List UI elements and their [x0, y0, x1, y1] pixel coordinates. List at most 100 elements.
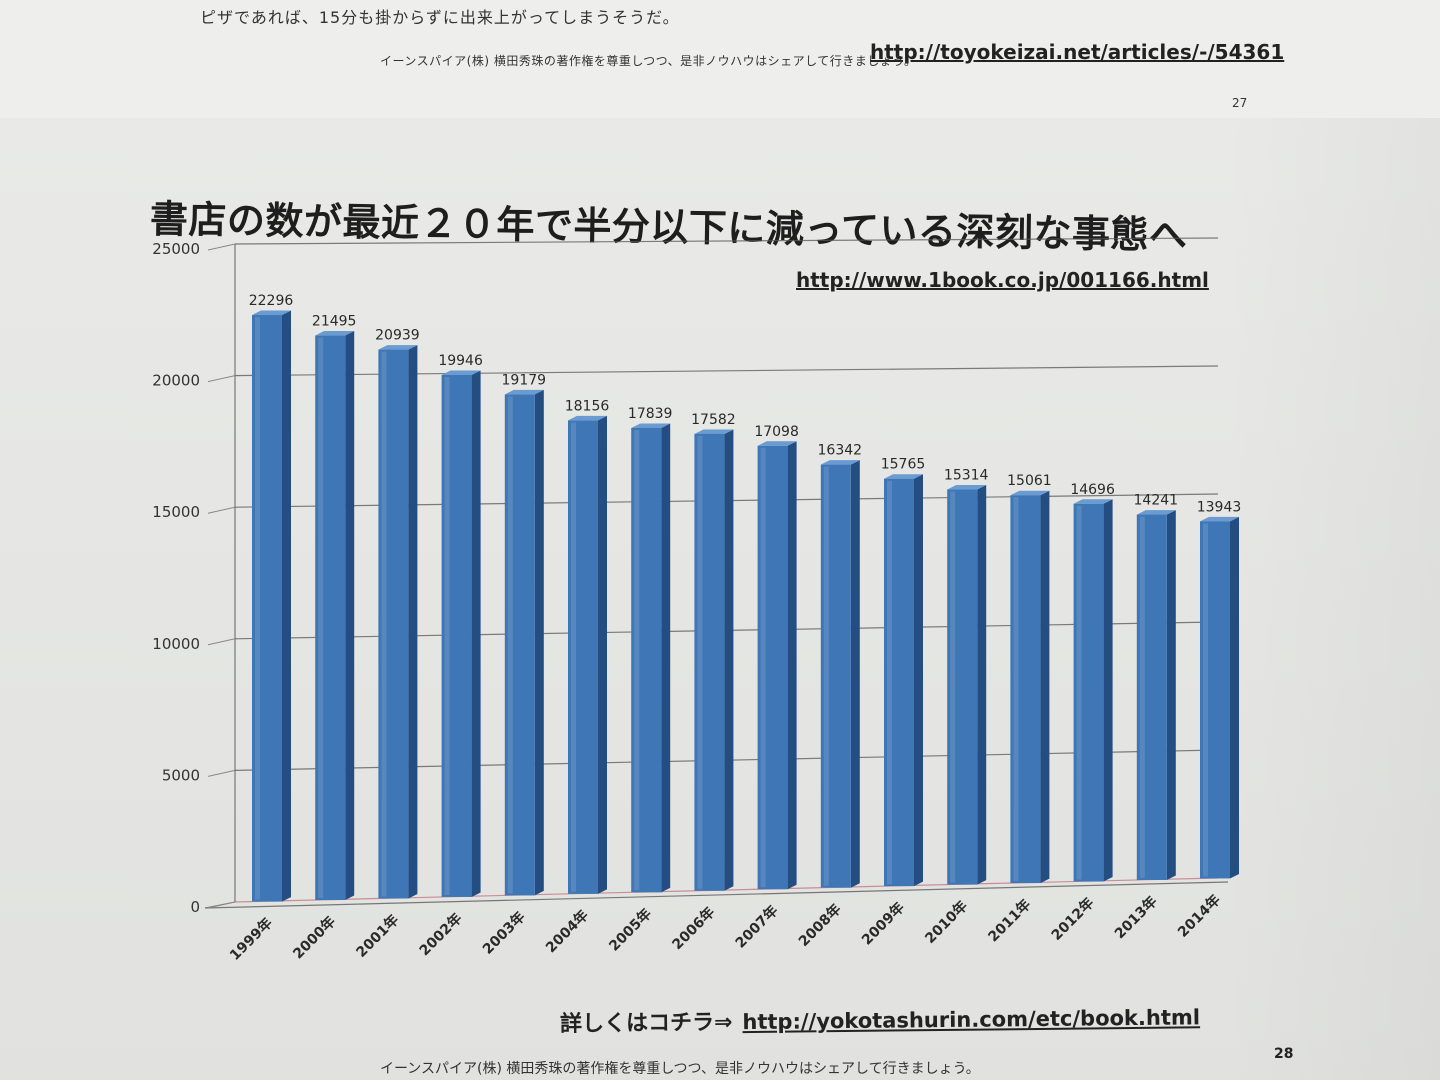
x-tick-label: 2009年: [858, 899, 907, 948]
value-labels: 22296 21495 20939 19946 19179 18156 17839 17582…: [249, 293, 1242, 515]
value-label: 13943: [1197, 499, 1242, 515]
gridline-side: [207, 638, 236, 646]
gridline-side: [207, 769, 236, 777]
bar-highlight: [507, 396, 513, 894]
page-number: 28: [1274, 1046, 1294, 1062]
bar: [252, 310, 291, 902]
source-link[interactable]: http://www.1book.co.jp/001166.html: [796, 268, 1209, 292]
bar-front: [441, 374, 472, 897]
bar-front: [1136, 514, 1167, 880]
value-label: 17582: [691, 412, 736, 428]
bar-highlight: [760, 447, 766, 888]
bar-highlight: [1013, 497, 1019, 882]
bar-highlight: [444, 376, 450, 895]
bar: [1010, 490, 1050, 884]
value-label: 14241: [1134, 493, 1179, 509]
bar-highlight: [1076, 505, 1082, 880]
bar-front: [694, 433, 725, 891]
y-tick-label: 10000: [152, 635, 200, 653]
bar-top: [631, 423, 671, 428]
x-tick-label: 2014年: [1174, 891, 1223, 940]
y-tick-label: 25000: [152, 240, 200, 258]
bar: [441, 370, 481, 897]
bar-top: [947, 485, 987, 490]
bar-side: [1230, 516, 1239, 879]
y-axis-ticks: 0 5000 10000 15000 20000 25000: [152, 240, 200, 916]
x-tick-label: 2013年: [1111, 893, 1160, 942]
x-tick-label: 1999年: [226, 914, 275, 963]
x-tick-label: 2011年: [985, 896, 1034, 945]
details-link[interactable]: http://yokotashurin.com/etc/book.html: [742, 1005, 1201, 1035]
bar-top: [1200, 516, 1239, 522]
bar-front: [631, 427, 662, 893]
bar-highlight: [255, 317, 260, 900]
page-footer: イーンスパイア(株) 横田秀珠の著作権を尊重しつつ、是非ノウハウはシェアして行き…: [380, 1061, 980, 1077]
bar-highlight: [381, 351, 387, 897]
gridline-side: [207, 901, 236, 909]
bar-highlight: [887, 480, 892, 885]
bar: [504, 389, 544, 896]
bar-front: [884, 478, 914, 887]
bar-top: [1073, 499, 1113, 504]
bar-side: [471, 370, 481, 897]
bar-top: [252, 310, 291, 316]
x-axis-line: [204, 881, 1229, 909]
value-label: 22296: [249, 293, 294, 309]
value-label: 17098: [754, 424, 799, 440]
bar-highlight: [571, 422, 576, 892]
bar-top: [568, 415, 607, 421]
bar: [1200, 516, 1239, 879]
bar-top: [757, 441, 797, 446]
bar-front: [1010, 495, 1041, 884]
bar-front: [820, 464, 851, 888]
value-label: 20939: [375, 328, 420, 344]
bar-side: [724, 429, 734, 891]
bar: [631, 423, 671, 893]
bar-side: [408, 345, 418, 899]
bar-front: [1073, 503, 1104, 882]
value-label: 21495: [312, 314, 357, 330]
bar-front: [315, 335, 346, 901]
bar-side: [661, 423, 671, 893]
gridline-side: [207, 506, 236, 514]
bar-top: [694, 429, 734, 434]
bar-front: [504, 394, 535, 896]
gridline-side: [207, 375, 236, 383]
value-label: 15061: [1007, 473, 1052, 489]
gridline: [234, 237, 1219, 245]
value-label: 15314: [944, 468, 989, 484]
bar: [315, 331, 355, 901]
bar-highlight: [697, 435, 703, 889]
value-label: 17839: [628, 406, 673, 422]
x-tick-label: 2002年: [416, 910, 465, 959]
bar-side: [914, 474, 923, 887]
bar: [884, 474, 923, 887]
bar-highlight: [634, 429, 640, 891]
bar-side: [787, 441, 797, 890]
y-tick-label: 5000: [162, 766, 200, 784]
bar-front: [1200, 521, 1230, 879]
bars: [252, 310, 1239, 902]
bar-top: [378, 345, 418, 350]
bar-top: [504, 389, 544, 395]
bar: [947, 485, 987, 885]
previous-page-link[interactable]: http://toyokeizai.net/articles/-/54361: [870, 40, 1285, 64]
bar-side: [850, 460, 860, 888]
bar-highlight: [823, 466, 829, 886]
value-label: 19179: [502, 372, 547, 388]
bar-top: [884, 474, 923, 479]
bar-side: [598, 415, 607, 894]
previous-page-footer: イーンスパイア(株) 横田秀珠の著作権を尊重しつつ、是非ノウハウはシェアして行き…: [380, 54, 917, 68]
bar-top: [1136, 510, 1176, 515]
value-label: 16342: [818, 443, 863, 459]
bar-top: [315, 331, 355, 336]
bar-front: [378, 349, 409, 899]
x-tick-label: 2003年: [479, 908, 528, 957]
bar-top: [820, 460, 860, 465]
previous-page: ピザであれば、15分も掛からずに出来上がってしまうそうだ。 http://toy…: [0, 0, 1440, 118]
y-tick-label: 20000: [152, 372, 200, 390]
x-tick-label: 2000年: [290, 913, 339, 962]
bar: [1073, 499, 1113, 882]
gridline-side: [207, 243, 236, 251]
